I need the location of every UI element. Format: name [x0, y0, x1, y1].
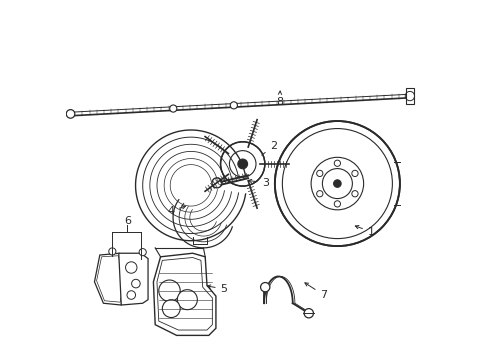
Circle shape [274, 121, 399, 246]
Text: 6: 6 [123, 216, 131, 226]
Circle shape [139, 249, 146, 256]
Text: 8: 8 [275, 91, 283, 107]
Circle shape [169, 105, 177, 112]
Polygon shape [153, 253, 216, 336]
Circle shape [159, 280, 180, 301]
Text: 7: 7 [305, 283, 326, 300]
Text: 4: 4 [166, 206, 185, 216]
Text: 2: 2 [261, 141, 277, 155]
Circle shape [66, 110, 75, 118]
Polygon shape [405, 88, 413, 104]
Polygon shape [119, 253, 148, 305]
Circle shape [237, 159, 247, 169]
Circle shape [230, 102, 237, 109]
Text: 3: 3 [248, 178, 269, 188]
Circle shape [333, 180, 341, 187]
Text: 5: 5 [207, 284, 227, 294]
Circle shape [108, 248, 116, 255]
Circle shape [260, 283, 269, 292]
Polygon shape [94, 253, 124, 305]
Circle shape [220, 142, 264, 186]
Text: 1: 1 [355, 226, 374, 237]
Circle shape [304, 309, 313, 318]
Circle shape [162, 300, 180, 318]
Circle shape [177, 290, 197, 310]
